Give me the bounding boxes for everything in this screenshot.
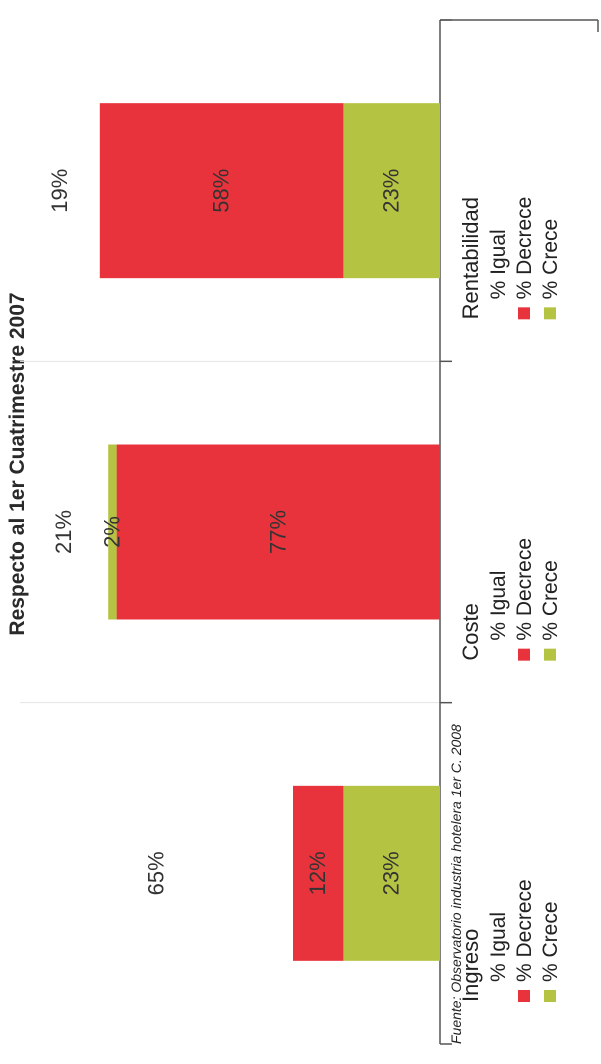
legend-swatch xyxy=(518,990,530,1002)
legend-swatch xyxy=(544,648,556,661)
category-label: Rentabilidad xyxy=(458,197,483,319)
data-label: 23% xyxy=(379,169,404,213)
legend-label: % Igual xyxy=(487,229,510,299)
bar-segment-decrece xyxy=(116,444,440,620)
data-label: 77% xyxy=(265,510,290,554)
legend-label: % Crece xyxy=(539,901,562,982)
source-note: Fuente: Observatorio industria hotelera … xyxy=(448,724,464,1044)
bar-segment-decrece xyxy=(99,103,344,279)
legend-label: % Crece xyxy=(539,560,562,641)
bar-segment-crece xyxy=(343,103,440,279)
data-label: 19% xyxy=(47,169,72,213)
bar-segment-decrece xyxy=(293,785,344,961)
legend-label: % Igual xyxy=(487,912,510,982)
data-label: 65% xyxy=(144,851,169,895)
legend-swatch xyxy=(518,307,530,320)
legend-label: % Crece xyxy=(539,219,562,300)
legend-label: % Decrece xyxy=(513,197,536,300)
data-label: 58% xyxy=(209,169,234,213)
bar-segment-crece xyxy=(108,444,117,620)
data-label: 2% xyxy=(99,516,124,548)
bar-segment-crece xyxy=(343,785,440,961)
legend-swatch xyxy=(518,648,530,661)
legend-label: % Igual xyxy=(487,571,510,641)
category-label: Coste xyxy=(458,603,483,660)
data-label: 23% xyxy=(379,851,404,895)
legend-swatch xyxy=(544,990,556,1002)
data-label: 21% xyxy=(51,510,76,554)
legend-label: % Decrece xyxy=(513,538,536,641)
legend-label: % Decrece xyxy=(513,879,536,982)
legend-swatch xyxy=(544,307,556,320)
data-label: 12% xyxy=(305,851,330,895)
category-label: Ingreso xyxy=(458,929,483,1002)
